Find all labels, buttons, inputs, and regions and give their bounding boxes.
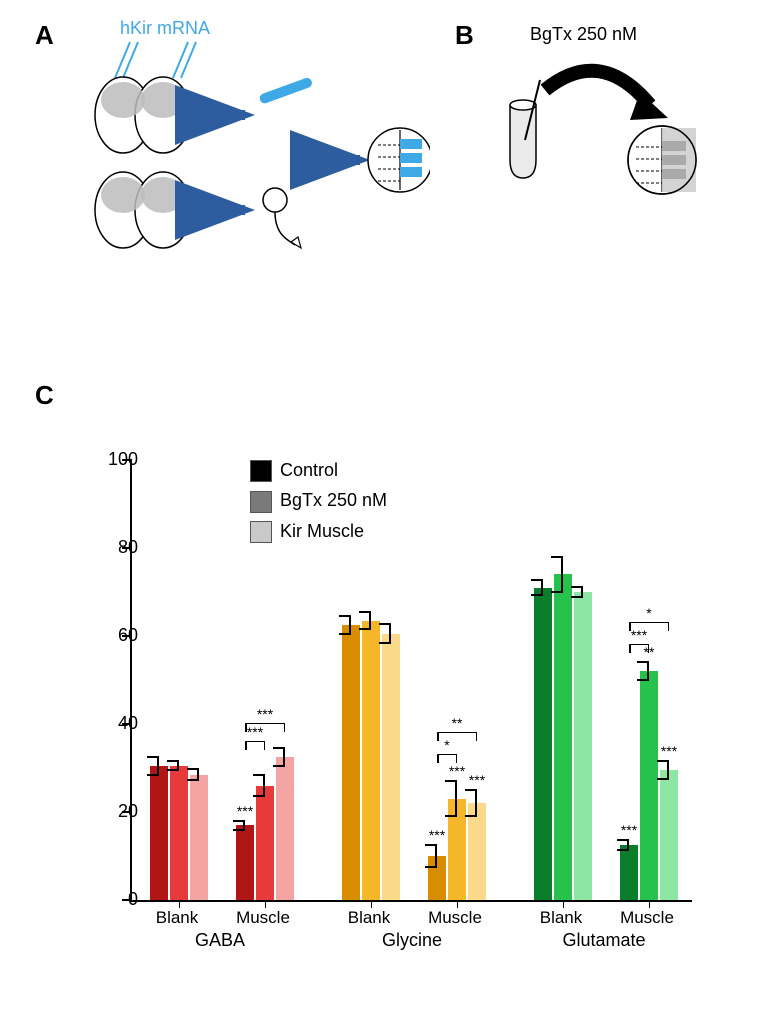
bar [150, 766, 168, 900]
x-sub-label: Muscle [425, 908, 485, 928]
bar [276, 757, 294, 900]
panel-label-c: C [35, 380, 54, 411]
significance-bracket [437, 754, 457, 755]
x-sub-label: Blank [147, 908, 207, 928]
panel-b-schematic [490, 50, 720, 220]
significance-stars: ** [634, 644, 664, 660]
legend-swatch [250, 491, 272, 513]
significance-bracket [629, 644, 649, 645]
y-tick-label: 100 [98, 449, 138, 470]
panel-a-annotation: hKir mRNA [120, 18, 210, 39]
bar [554, 574, 572, 900]
significance-bracket [437, 732, 477, 733]
significance-stars: * [629, 605, 669, 621]
y-tick-label: 60 [98, 625, 138, 646]
panel-label-a: A [35, 20, 54, 51]
figure-page: A B C hKir mRNA BgTx 250 nM [0, 0, 762, 1025]
y-tick-label: 40 [98, 713, 138, 734]
x-main-label: GABA [170, 930, 270, 951]
significance-bracket [245, 723, 285, 724]
bar [382, 634, 400, 900]
x-sub-label: Blank [531, 908, 591, 928]
bar [448, 799, 466, 900]
bar [428, 856, 446, 900]
legend-item: Control [250, 460, 387, 482]
y-tick-label: 0 [98, 889, 138, 910]
legend-label: BgTx 250 nM [280, 490, 387, 510]
significance-bracket [245, 741, 265, 742]
legend-swatch [250, 460, 272, 482]
bar [660, 770, 678, 900]
bar [236, 825, 254, 900]
panel-a-schematic [60, 40, 430, 260]
significance-stars: ** [437, 715, 477, 731]
significance-bracket [629, 622, 669, 623]
bar [362, 621, 380, 900]
panel-label-b: B [455, 20, 474, 51]
bar [534, 588, 552, 900]
significance-stars: *** [654, 743, 684, 759]
significance-stars: *** [245, 706, 285, 722]
plot-area: ********************************* [130, 460, 692, 902]
bar [620, 845, 638, 900]
x-sub-label: Muscle [617, 908, 677, 928]
legend-swatch [250, 521, 272, 543]
significance-stars: *** [245, 724, 265, 740]
legend-item: BgTx 250 nM [250, 490, 387, 512]
legend: Control BgTx 250 nM Kir Muscle [250, 460, 387, 543]
x-sub-label: Muscle [233, 908, 293, 928]
x-main-label: Glutamate [554, 930, 654, 951]
y-tick-label: 80 [98, 537, 138, 558]
significance-stars: * [437, 737, 457, 753]
bar [640, 671, 658, 900]
x-sub-label: Blank [339, 908, 399, 928]
significance-stars: *** [462, 772, 492, 788]
bar [468, 803, 486, 900]
legend-label: Kir Muscle [280, 521, 364, 541]
significance-stars: *** [629, 627, 649, 643]
bar [256, 786, 274, 900]
bar [170, 766, 188, 900]
legend-item: Kir Muscle [250, 521, 387, 543]
legend-label: Control [280, 460, 338, 480]
y-tick-label: 20 [98, 801, 138, 822]
panel-c-chart: ********************************* Incide… [70, 460, 710, 940]
bar [574, 592, 592, 900]
bar [190, 775, 208, 900]
panel-b-annotation: BgTx 250 nM [530, 24, 637, 45]
x-main-label: Glycine [362, 930, 462, 951]
bar [342, 625, 360, 900]
